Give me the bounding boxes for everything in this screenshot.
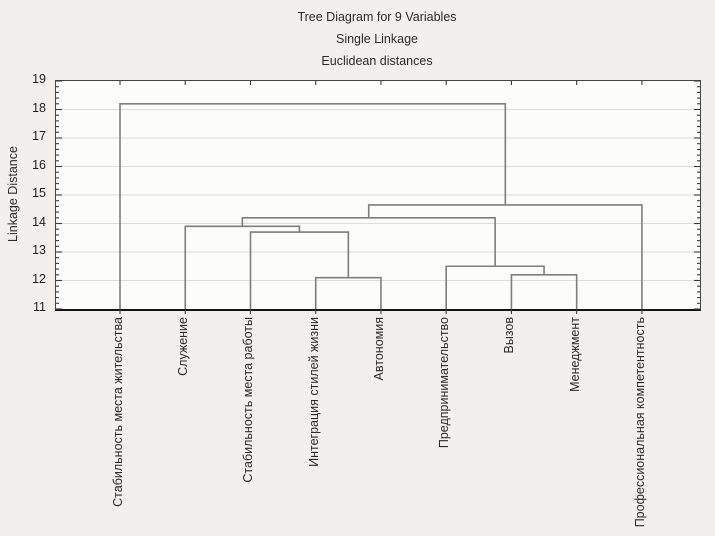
chart-subtitle-method: Single Linkage [335, 32, 418, 46]
y-tick-label: 19 [32, 72, 46, 86]
dendrogram-canvas [56, 80, 700, 314]
y-tick-label: 16 [32, 157, 46, 172]
y-tick-label: 12 [32, 271, 46, 286]
dendrogram-link [241, 217, 496, 267]
dendrogram-link [249, 231, 350, 309]
leaf-label: Стабильность места работы [241, 317, 256, 483]
leaf-label: Профессиональная компетентность [632, 317, 647, 528]
dendrogram-link [510, 274, 578, 309]
y-tick-label: 13 [32, 243, 46, 257]
y-tick-label: 17 [32, 129, 46, 143]
leaf-label: Стабильность места жительства [111, 317, 125, 507]
leaf-label: Интеграция стилей жизни [306, 317, 321, 467]
leaf-label: Вызов [502, 317, 517, 354]
dendrogram-link [119, 102, 507, 309]
y-tick-label: 14 [32, 214, 46, 229]
leaf-label: Автономия [371, 317, 386, 381]
leaf-label: Менеджмент [567, 317, 582, 392]
dendrogram-link [367, 204, 643, 309]
chart-titles: Tree Diagram for 9 Variables Single Link… [55, 6, 699, 72]
leaf-label: Служение [176, 317, 191, 376]
dendrogram-link [184, 225, 301, 309]
y-tick-label: 18 [32, 100, 46, 115]
plot-area [55, 80, 701, 314]
dendrogram-link [314, 276, 382, 309]
chart-title: Tree Diagram for 9 Variables [297, 10, 457, 24]
leaf-label: Предпринимательство [437, 317, 452, 449]
y-tick-label: 15 [32, 186, 46, 200]
chart-subtitle-distance: Euclidean distances [321, 54, 433, 68]
y-tick-label: 11 [33, 300, 46, 314]
dendrogram-link [445, 265, 545, 309]
